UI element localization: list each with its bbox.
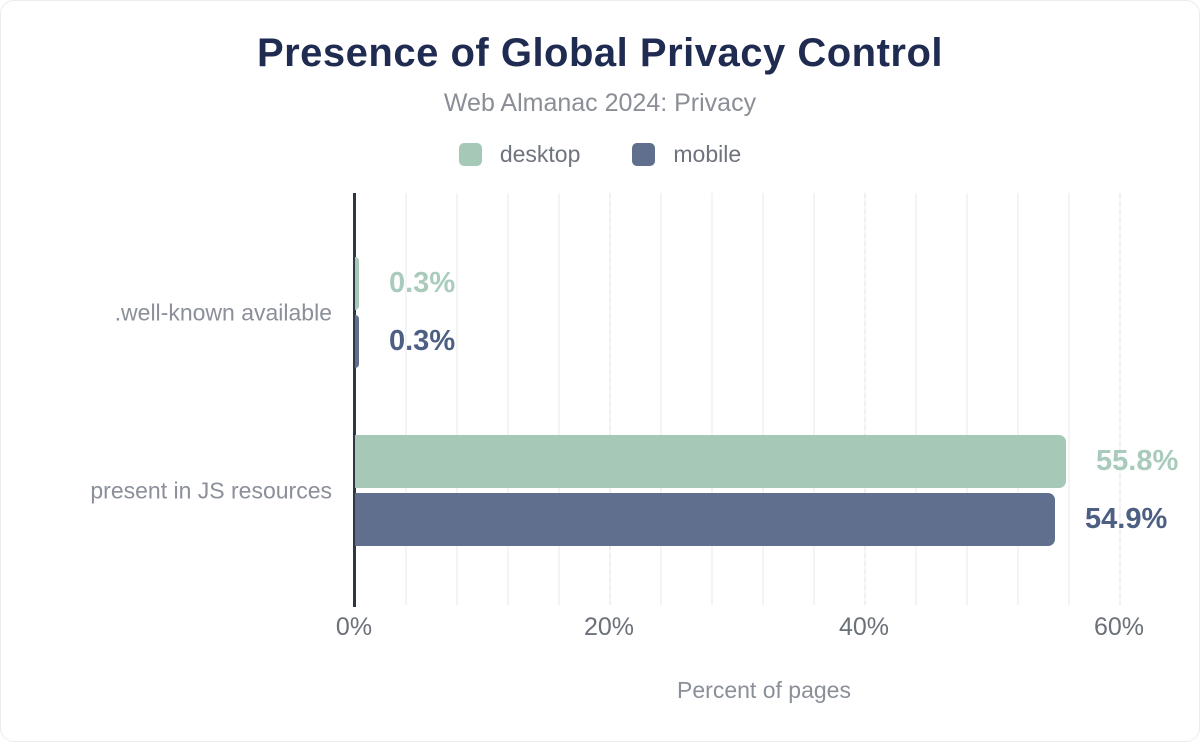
category-label-0: .well-known available xyxy=(114,299,332,325)
gridline-12 xyxy=(507,193,509,605)
gridline-32 xyxy=(762,193,764,605)
bar-desktop-0 xyxy=(355,257,359,310)
gridline-60 xyxy=(1119,193,1121,605)
bar-desktop-1 xyxy=(355,435,1066,488)
gridline-20 xyxy=(609,193,611,605)
gridline-28 xyxy=(711,193,713,605)
value-label-mobile-1: 54.9% xyxy=(1085,502,1168,535)
legend-label-desktop: desktop xyxy=(499,141,581,167)
chart-subtitle: Web Almanac 2024: Privacy xyxy=(443,89,757,117)
y-axis-line xyxy=(353,193,356,607)
bar-mobile-1 xyxy=(355,493,1055,546)
bar-mobile-0 xyxy=(355,315,359,368)
x-tick-40: 40% xyxy=(838,613,890,641)
gridline-52 xyxy=(1017,193,1019,605)
gridline-24 xyxy=(660,193,662,605)
gridline-48 xyxy=(966,193,968,605)
legend-swatch-desktop xyxy=(458,143,482,166)
gridline-44 xyxy=(915,193,917,605)
gridline-8 xyxy=(456,193,458,605)
gridline-36 xyxy=(813,193,815,605)
x-axis-title: Percent of pages xyxy=(677,677,851,703)
category-label-1: present in JS resources xyxy=(90,477,332,503)
x-tick-20: 20% xyxy=(583,613,635,641)
plot-area: 0.3% 0.3% 55.8% 54.9% xyxy=(353,193,1178,607)
gridline-16 xyxy=(558,193,560,605)
legend-label-mobile: mobile xyxy=(673,141,742,167)
value-label-mobile-0: 0.3% xyxy=(389,324,456,357)
value-label-desktop-1: 55.8% xyxy=(1096,444,1179,477)
chart-title: Presence of Global Privacy Control xyxy=(256,31,944,75)
gridline-4 xyxy=(405,193,407,605)
legend-item-desktop[interactable]: desktop xyxy=(458,141,581,168)
value-label-desktop-0: 0.3% xyxy=(389,266,456,299)
legend-item-mobile[interactable]: mobile xyxy=(632,141,741,168)
category-labels: .well-known available present in JS resou… xyxy=(1,193,343,605)
x-tick-60: 60% xyxy=(1093,613,1145,641)
legend-swatch-mobile xyxy=(632,143,656,166)
gridline-56 xyxy=(1068,193,1070,605)
x-axis-ticks: 0% 20% 40% 60% xyxy=(1,613,1199,645)
x-tick-0: 0% xyxy=(335,613,373,641)
legend: desktop mobile xyxy=(1,141,1199,168)
gridline-40 xyxy=(864,193,866,605)
